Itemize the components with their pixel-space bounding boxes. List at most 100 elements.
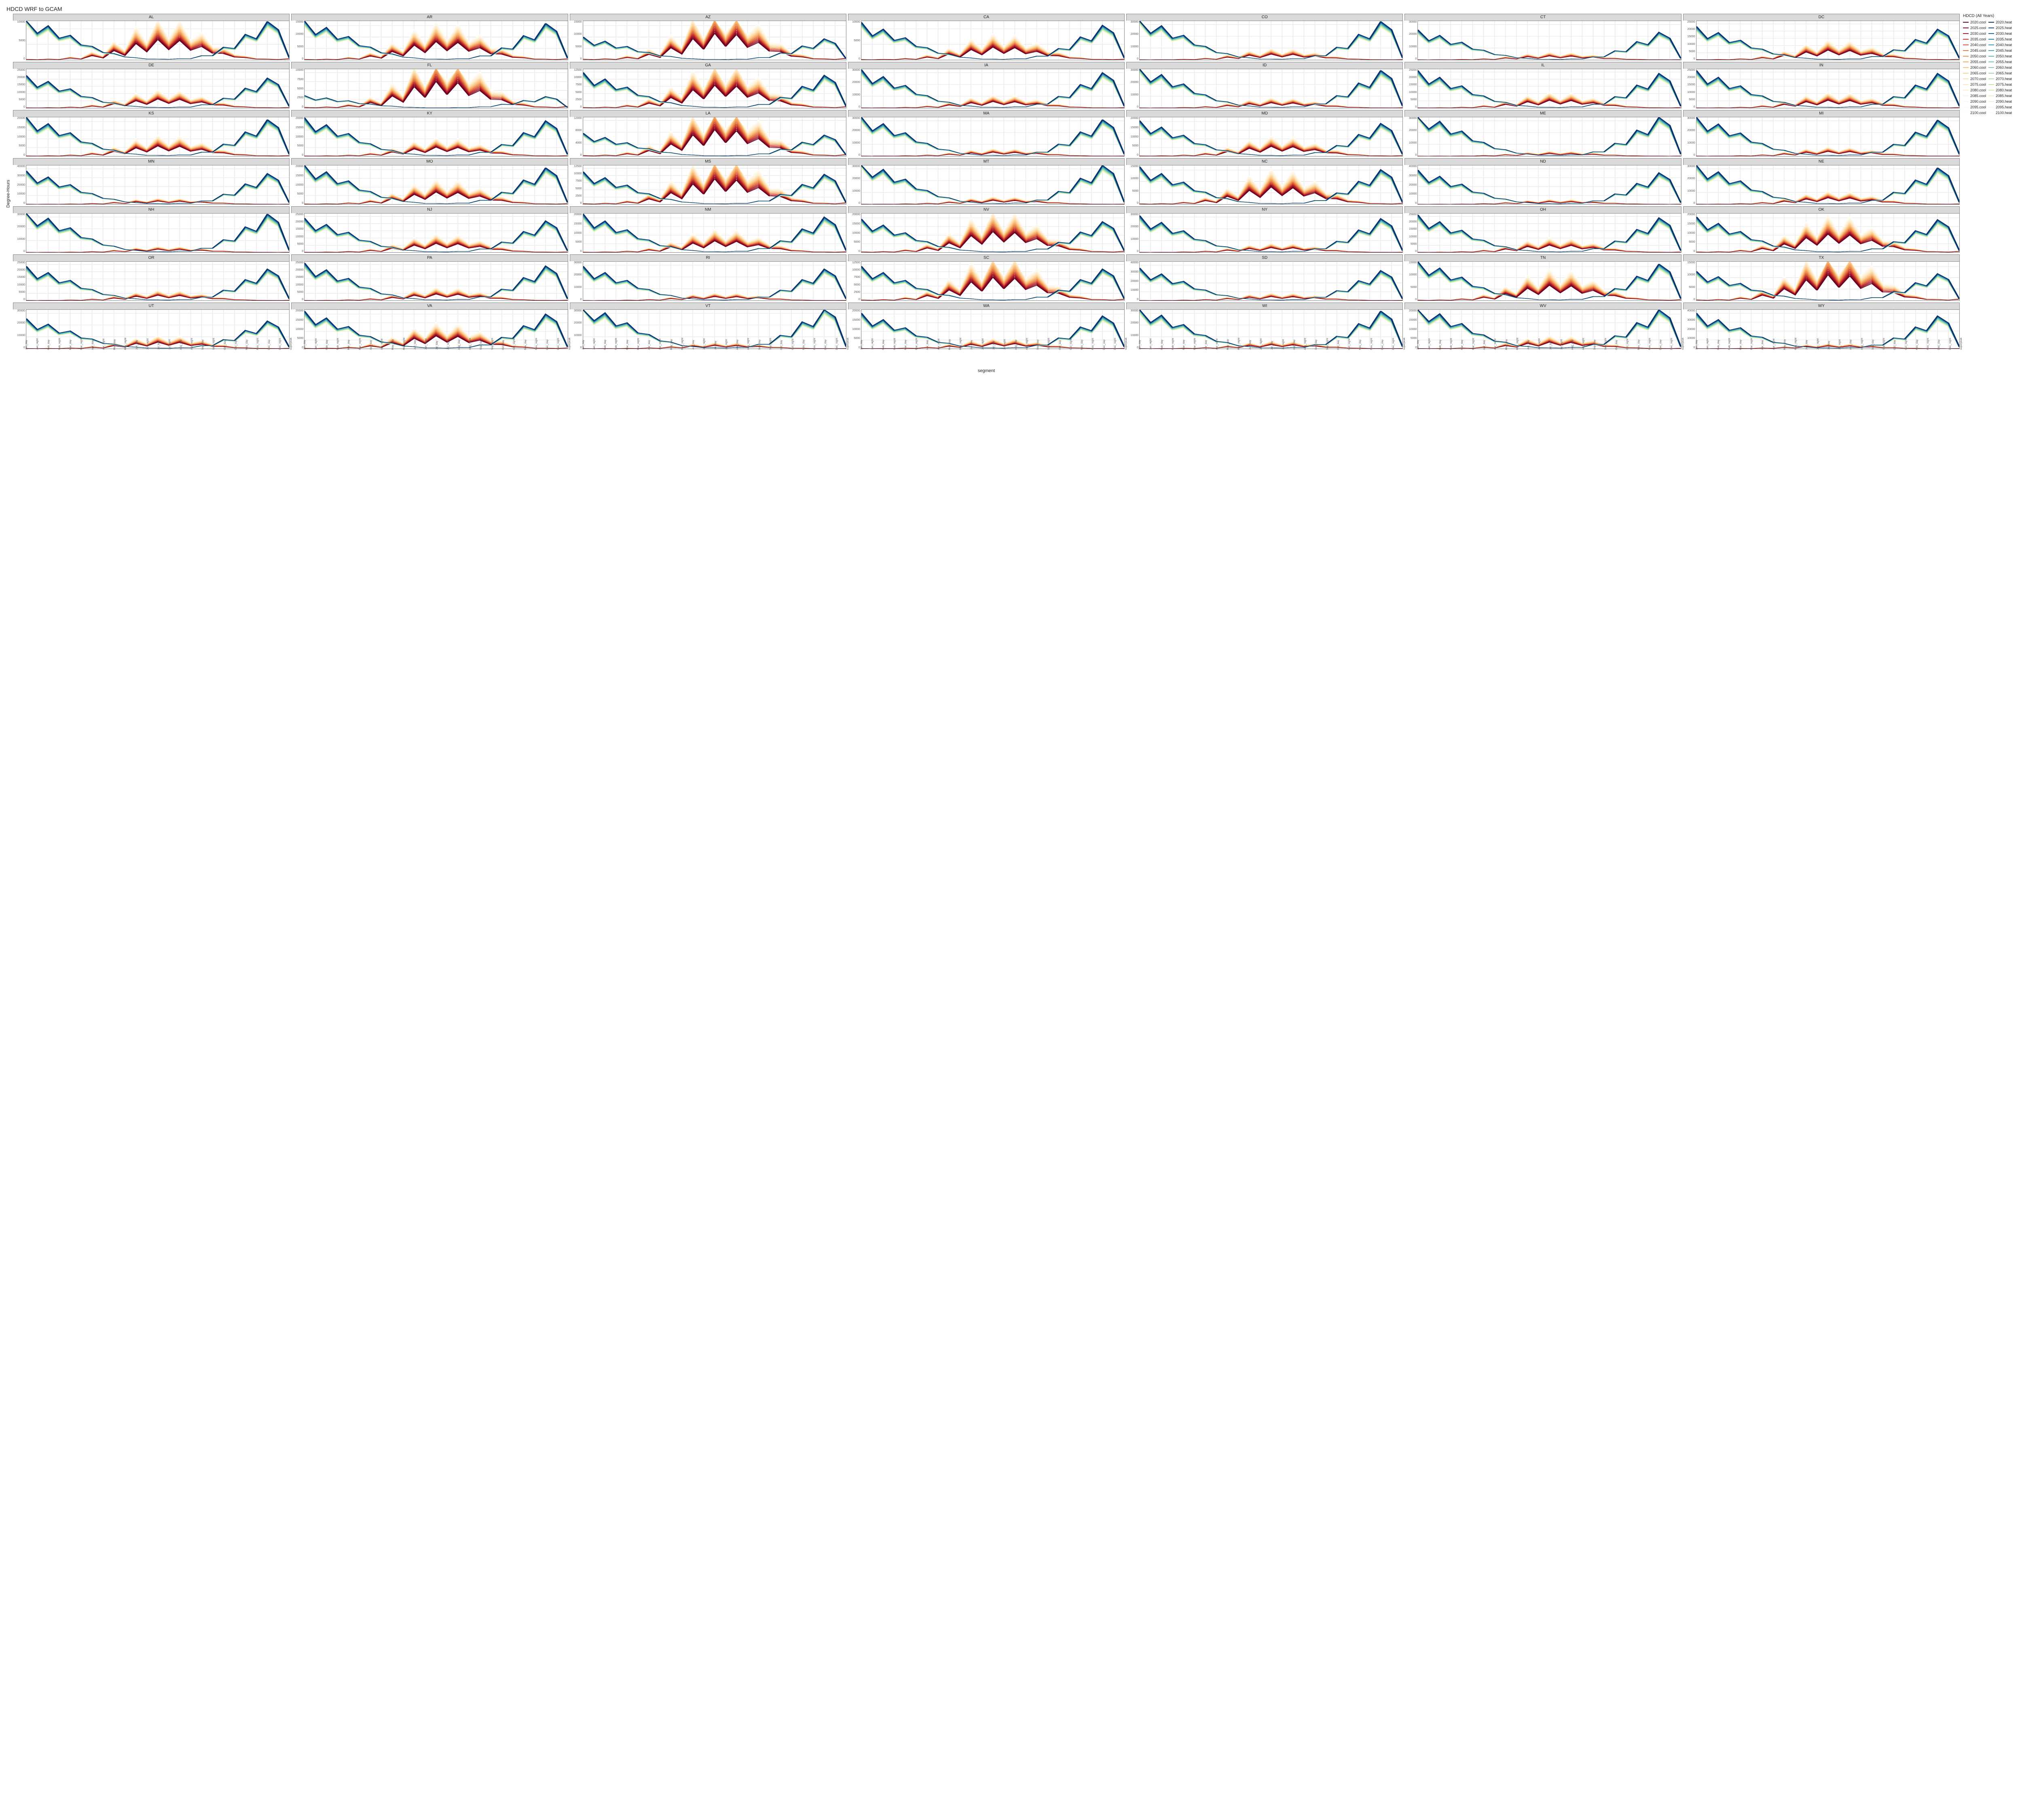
panel-wrap: 20000150001000050000 (291, 117, 568, 157)
y-tick-label: 40000 (17, 165, 25, 168)
facet-strip: NE (1683, 158, 1960, 165)
legend-swatch (1963, 78, 1969, 79)
y-tick-label: 10000 (1409, 91, 1417, 94)
plot-panel (861, 21, 1125, 60)
panel-wrap: 150001000050000 (291, 21, 568, 60)
plot-svg (305, 21, 567, 60)
y-ticks: 20000150001000050000 (1126, 117, 1139, 157)
y-tick-label: 0 (1415, 154, 1417, 157)
panel-wrap: 400003000020000100000 (13, 165, 290, 205)
y-tick-label: 20000 (1687, 28, 1695, 31)
y-tick-label: 10000 (17, 21, 25, 23)
x-tick-label: superpeak (1681, 338, 1684, 350)
y-tick-label: 10000 (1131, 135, 1138, 138)
panel-wrap: 20000150001000050000 (848, 213, 1125, 253)
legend-swatch (1988, 44, 1994, 45)
x-tick-label: Feb_night (1450, 338, 1453, 350)
y-tick-label: 20000 (1687, 328, 1695, 331)
x-tick-label: Apr_day (1483, 340, 1486, 350)
plot-svg (861, 165, 1124, 204)
x-tick-label: Apr_day (648, 340, 651, 350)
y-tick-label: 10000 (17, 91, 25, 94)
x-tick-label: Dec_day (824, 339, 827, 350)
facet-strip: NY (1126, 206, 1403, 213)
x-tick-label: Oct_night (1905, 339, 1908, 350)
facet-strip: CO (1126, 14, 1403, 21)
y-tick-label: 10000 (574, 76, 582, 79)
x-tick-label: Oct_night (1348, 339, 1351, 350)
y-tick-label: 30000 (852, 117, 860, 120)
y-tick-label: 2500 (575, 195, 582, 197)
plot-svg (1696, 262, 1959, 301)
legend-item: 2080.heat (1988, 88, 2012, 93)
x-tick-label: May_night (959, 338, 962, 350)
layout: Degree-Hours AL1000050000AR1500010000500… (4, 14, 2018, 373)
legend-swatch (1988, 90, 1994, 91)
y-tick-label: 10000 (1409, 142, 1417, 144)
y-tick-label: 15000 (17, 126, 25, 129)
x-tick-label: Sep_day (1315, 339, 1318, 350)
facet-strip: UT (13, 303, 290, 309)
facet-strip: WA (848, 303, 1125, 309)
legend-label: 2025.heat (1996, 26, 2012, 30)
x-tick-label: Dec_day (268, 339, 271, 350)
y-tick-label: 0 (1415, 250, 1417, 253)
x-tick-label: Sep_night (491, 338, 494, 350)
x-tick-label: Mar_night (1193, 338, 1196, 350)
plot-svg (1140, 117, 1402, 156)
y-ticks: 150001000050000 (1126, 165, 1139, 205)
x-tick-label: Jul_night (1838, 339, 1841, 350)
plot-svg (583, 165, 846, 204)
plot-svg (1696, 165, 1959, 204)
facet-strip: NJ (291, 206, 568, 213)
facet-strip: IL (1404, 62, 1681, 69)
panel-wrap: 3000020000100000 (1404, 117, 1681, 157)
facet-MD: MD20000150001000050000 (1126, 110, 1403, 157)
plot-panel (861, 69, 1125, 108)
y-tick-label: 10000 (1409, 45, 1417, 48)
y-tick-label: 10000 (296, 328, 303, 331)
facet-strip: KY (291, 110, 568, 117)
panel-wrap: 20000150001000050000 (291, 165, 568, 205)
plot-panel (1417, 261, 1681, 301)
y-tick-label: 20000 (1131, 280, 1138, 283)
y-tick-label: 8000 (575, 129, 582, 132)
plot-panel (1139, 21, 1403, 60)
legend-swatch (1963, 44, 1969, 45)
y-tick-label: 20000 (17, 322, 25, 324)
y-tick-label: 30000 (1687, 117, 1695, 120)
x-tick-label: superpeak (290, 338, 292, 350)
facet-LA: LA12000800040000 (570, 110, 846, 157)
legend-label: 2065.cool (1970, 71, 1986, 75)
y-tick-label: 0 (1137, 250, 1138, 253)
legend-col-heat: 2020.heat2025.heat2030.heat2035.heat2040… (1988, 20, 2012, 115)
x-tick-label: Mar_day (904, 340, 907, 350)
facet-OK: OK20000150001000050000 (1683, 206, 1960, 253)
y-tick-label: 7500 (575, 180, 582, 182)
facet-strip: DC (1683, 14, 1960, 21)
y-ticks: 20000150001000050000 (291, 117, 304, 157)
y-ticks: 1000050000 (13, 21, 26, 60)
plot-svg (1696, 214, 1959, 252)
facet-DC: DC2500020000150001000050000 (1683, 14, 1960, 60)
panel-wrap: 2500020000150001000050000 (13, 261, 290, 301)
legend-item: 2085.heat (1988, 93, 2012, 98)
x-tick-label: May_night (124, 338, 127, 350)
y-tick-label: 20000 (852, 309, 860, 312)
y-ticks: 3000020000100000 (570, 309, 583, 349)
panel-wrap: 400003000020000100000 (1404, 165, 1681, 205)
x-tick-label: Nov_day (1081, 339, 1083, 350)
y-tick-label: 0 (859, 57, 860, 60)
legend-swatch (1963, 56, 1969, 57)
legend-item: 2030.heat (1988, 31, 2012, 36)
legend-item: 2090.cool (1963, 99, 1986, 104)
x-tick-label: Mar_day (1182, 340, 1185, 350)
legend-label: 2100.heat (1996, 111, 2012, 115)
legend-item: 2075.cool (1963, 82, 1986, 87)
legend-swatch (1988, 107, 1994, 108)
facet-strip: SC (848, 254, 1125, 261)
facet-NJ: NJ2500020000150001000050000 (291, 206, 568, 253)
legend-item: 2065.heat (1988, 71, 2012, 76)
y-tick-label: 5000 (297, 243, 304, 245)
facet-strip: MD (1126, 110, 1403, 117)
